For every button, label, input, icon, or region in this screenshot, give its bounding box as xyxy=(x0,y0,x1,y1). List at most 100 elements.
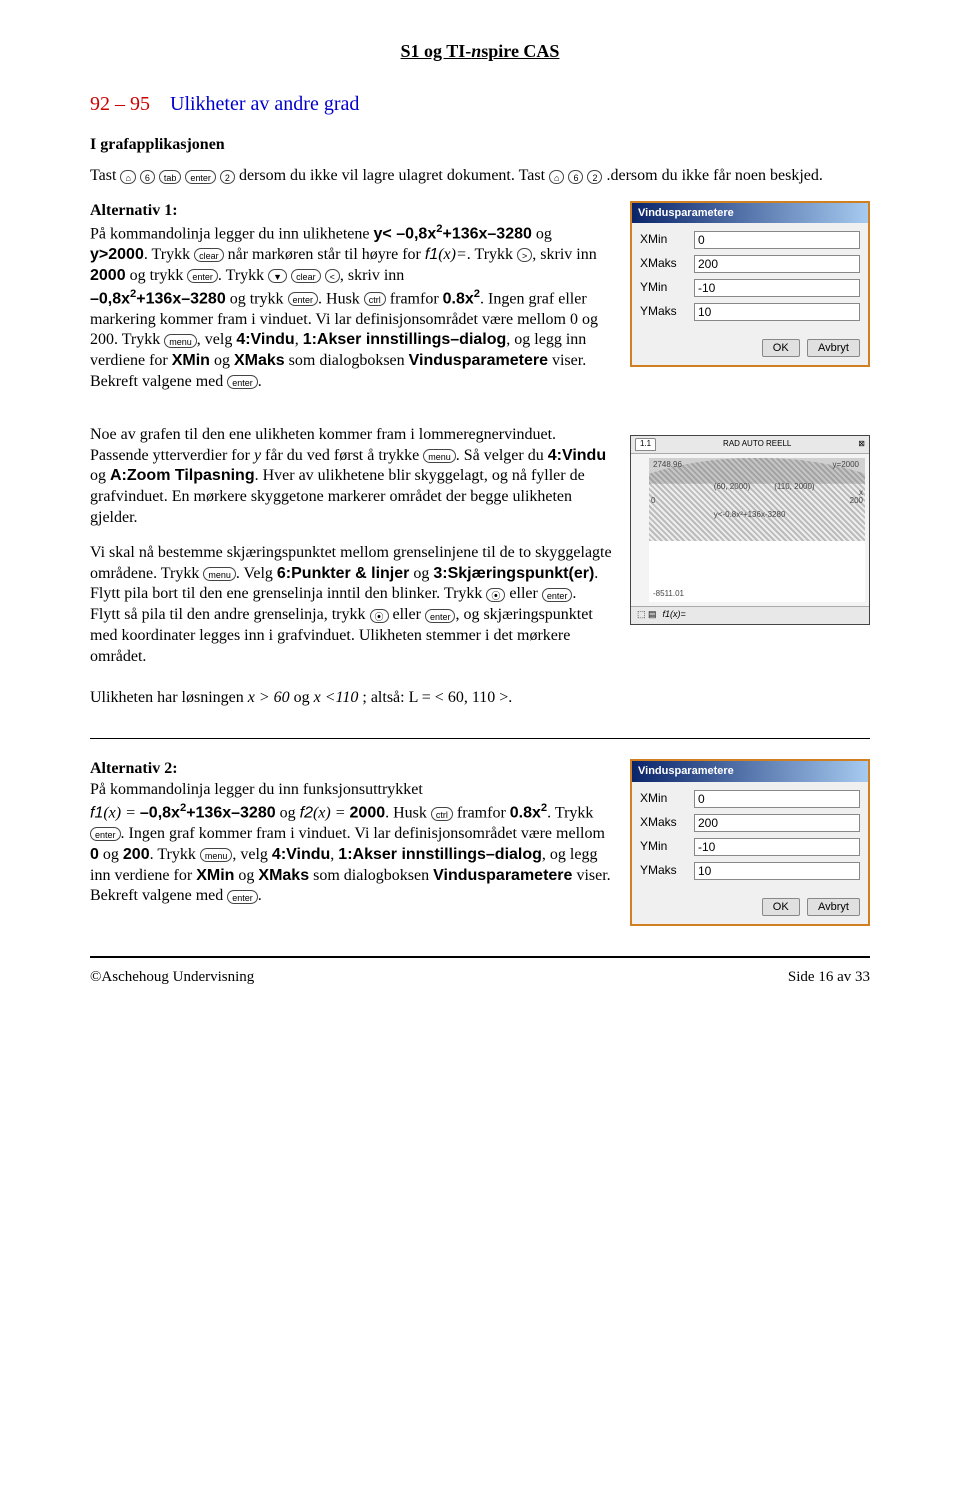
menu-item: 3:Skjæringspunkt(er) xyxy=(433,565,594,582)
lt-key: < xyxy=(325,269,340,283)
v08x: 0.8x xyxy=(510,804,541,821)
v2000: 2000 xyxy=(90,267,126,284)
ymin: -8511.01 xyxy=(653,589,684,599)
y-var: y xyxy=(254,447,261,464)
t: framfor xyxy=(457,804,510,821)
t: dersom du ikke vil lagre ulagret dokumen… xyxy=(239,167,549,184)
field-label: YMaks xyxy=(640,863,694,879)
dialog-row: XMin xyxy=(640,231,860,249)
t: . Så velger du xyxy=(456,447,548,464)
eq: +136x–3280 xyxy=(186,804,275,821)
t: og xyxy=(214,352,234,369)
dialog-row: XMaks xyxy=(640,255,860,273)
t: . Trykk xyxy=(144,246,194,263)
enter-key: enter xyxy=(542,588,573,602)
home-icon: ⌂ xyxy=(549,170,564,184)
dialog-body: XMin XMaks YMin YMaks xyxy=(632,223,868,335)
alt2-block: Alternativ 2: På kommandolinja legger du… xyxy=(90,759,612,907)
calc-tabbar: 1.1 RAD AUTO REELL ⊠ xyxy=(631,436,869,454)
six-key: 6 xyxy=(140,170,155,184)
ctrl-key: ctrl xyxy=(431,807,453,821)
t: . xyxy=(572,585,576,602)
vp-label: Vindusparametere xyxy=(409,352,548,369)
header-n: n xyxy=(471,41,481,61)
ylab: y=2000 xyxy=(833,460,859,470)
f1: f1 xyxy=(425,246,438,263)
t: og trykk xyxy=(130,267,188,284)
footer-left: ©Aschehoug Undervisning xyxy=(90,968,254,988)
xmaks-input[interactable] xyxy=(694,255,860,273)
section-heading: 92 – 95 Ulikheter av andre grad xyxy=(90,91,870,117)
plot-area: 2748.96 y=2000 (60, 2000) (110, 2000) 0 … xyxy=(649,458,865,602)
enter-key: enter xyxy=(90,827,121,841)
f2: f2 xyxy=(300,804,313,821)
t: Ulikheten har løsningen xyxy=(90,689,248,706)
header-prefix: S1 og TI- xyxy=(401,41,472,61)
t: , velg xyxy=(197,331,237,348)
menu-item: 1:Akser innstillings–dialog xyxy=(338,846,542,863)
t: , skriv inn xyxy=(532,246,596,263)
enter-key: enter xyxy=(227,890,258,904)
dialog-body: XMinXMaksYMinYMaks xyxy=(632,782,868,894)
e: x > 60 xyxy=(248,689,290,706)
t: På kommandolinja legger du inn funksjons… xyxy=(90,781,423,798)
enter-key: enter xyxy=(288,292,319,306)
field-label: YMin xyxy=(640,280,694,296)
ymaks-input[interactable] xyxy=(694,862,860,880)
ymin-input[interactable] xyxy=(694,279,860,297)
down-key: ▼ xyxy=(268,269,287,283)
t: . Trykk xyxy=(467,246,517,263)
eq: +136x–3280 xyxy=(136,290,225,307)
pt: (110, 2000) xyxy=(774,482,814,492)
click-key: ⦿ xyxy=(370,609,389,623)
alt1-block: Alternativ 1: På kommandolinja legger du… xyxy=(90,201,612,393)
t: og xyxy=(280,804,300,821)
click-key: ⦿ xyxy=(486,588,505,602)
cancel-button[interactable]: Avbryt xyxy=(807,898,860,916)
section-range: 92 – 95 xyxy=(90,93,150,115)
dialog-row: YMaks xyxy=(640,862,860,880)
tab-key: tab xyxy=(159,170,182,184)
t: . Trykk xyxy=(547,804,593,821)
enter-key: enter xyxy=(185,170,216,184)
dialog-row: YMaks xyxy=(640,303,860,321)
f1: f1 xyxy=(90,804,103,821)
t: . xyxy=(258,887,262,904)
t: . Velg xyxy=(236,565,277,582)
cancel-button[interactable]: Avbryt xyxy=(807,339,860,357)
calc-tab: 1.1 xyxy=(635,438,656,450)
divider xyxy=(90,738,870,739)
ymaks-input[interactable] xyxy=(694,303,860,321)
home-icon: ⌂ xyxy=(120,170,135,184)
menu-item: A:Zoom Tilpasning xyxy=(110,467,255,484)
t: . xyxy=(258,373,262,390)
xmin-input[interactable] xyxy=(694,790,860,808)
menu-key: menu xyxy=(203,567,236,581)
section-title: Ulikheter av andre grad xyxy=(170,93,359,115)
xmin-input[interactable] xyxy=(694,231,860,249)
t: framfor xyxy=(390,290,443,307)
menu-key: menu xyxy=(423,449,456,463)
vindusparametere-dialog: Vindusparametere XMinXMaksYMinYMaks OK A… xyxy=(630,201,870,367)
ok-button[interactable]: OK xyxy=(762,898,800,916)
xeq2: (x) = xyxy=(313,804,350,821)
entry-icon: ⬚ ▤ xyxy=(637,609,657,621)
calc-entry: ⬚ ▤ f1(x)= xyxy=(631,606,869,624)
xmaks-input[interactable] xyxy=(694,814,860,832)
field-label: XMin xyxy=(640,791,694,807)
intro-para: Tast ⌂ 6 tab enter 2 dersom du ikke vil … xyxy=(90,166,870,187)
ctrl-key: ctrl xyxy=(364,292,386,306)
calculator-screenshot: 1.1 RAD AUTO REELL ⊠ 2748.96 y=2000 (60,… xyxy=(630,435,870,625)
t: eller xyxy=(393,606,425,623)
alt2-head: Alternativ 2: xyxy=(90,760,178,777)
page-footer: ©Aschehoug Undervisning Side 16 av 33 xyxy=(90,968,870,988)
eq: –0,8x xyxy=(140,804,180,821)
xmaks-label: XMaks xyxy=(234,352,285,369)
close-icon: ⊠ xyxy=(858,439,865,449)
ymin-input[interactable] xyxy=(694,838,860,856)
ok-button[interactable]: OK xyxy=(762,339,800,357)
graf-subhead: I grafapplikasjonen xyxy=(90,135,870,156)
ylab: 2748.96 xyxy=(653,460,682,470)
skj-para: Vi skal nå bestemme skjæringspunktet mel… xyxy=(90,543,612,668)
t: . Trykk xyxy=(150,846,200,863)
